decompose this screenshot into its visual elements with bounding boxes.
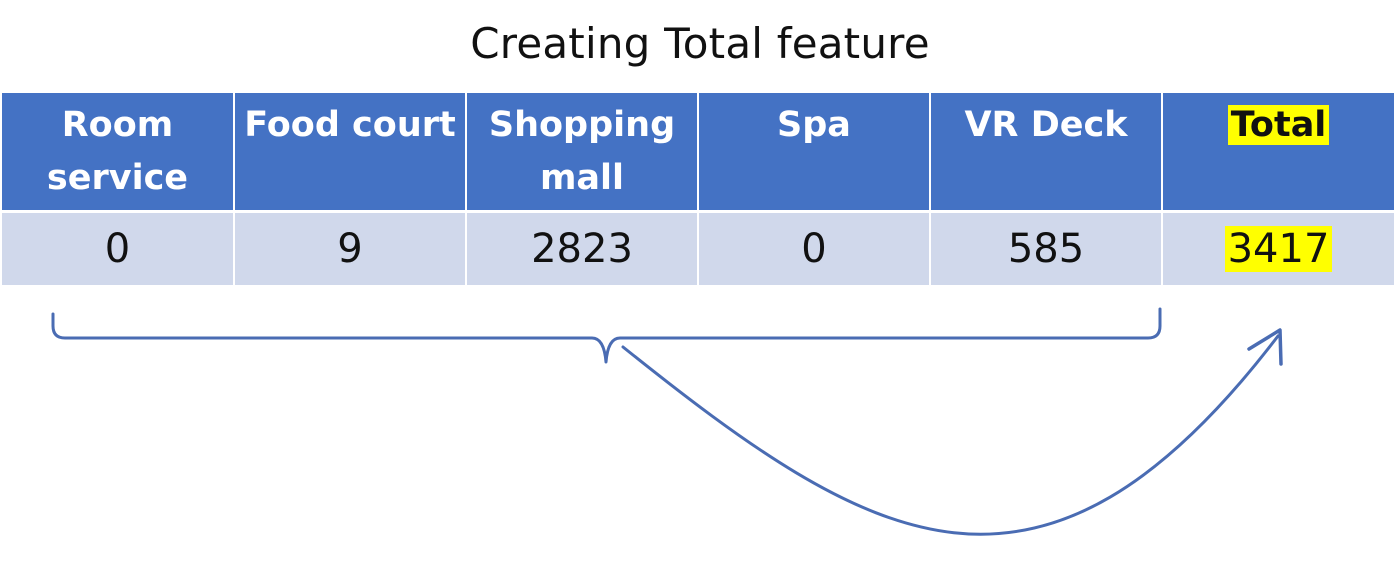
- value-food-court: 9: [234, 211, 467, 285]
- diagram-title: Creating Total feature: [470, 19, 930, 68]
- value-total: 3417: [1162, 211, 1394, 285]
- total-arrow: [621, 334, 1280, 536]
- sum-brace: [51, 307, 1162, 364]
- header-total: Total: [1162, 93, 1394, 213]
- total-value-highlight: 3417: [1224, 225, 1333, 272]
- header-food-court: Food court: [234, 93, 467, 213]
- header-spa: Spa: [698, 93, 931, 213]
- arrow-head-icon: [1247, 328, 1283, 366]
- value-vr-deck: 585: [930, 211, 1163, 285]
- header-vr-deck: VR Deck: [930, 93, 1163, 213]
- header-room-service: Room service: [2, 93, 235, 213]
- header-shopping-mall: Shopping mall: [466, 93, 699, 213]
- value-room-service: 0: [2, 211, 235, 285]
- value-spa: 0: [698, 211, 931, 285]
- header-row: Room service Food court Shopping mall Sp…: [2, 93, 1394, 213]
- total-header-highlight: Total: [1227, 105, 1330, 145]
- value-shopping-mall: 2823: [466, 211, 699, 285]
- value-row: 0 9 2823 0 585 3417: [2, 211, 1394, 285]
- feature-table: Room service Food court Shopping mall Sp…: [2, 93, 1394, 285]
